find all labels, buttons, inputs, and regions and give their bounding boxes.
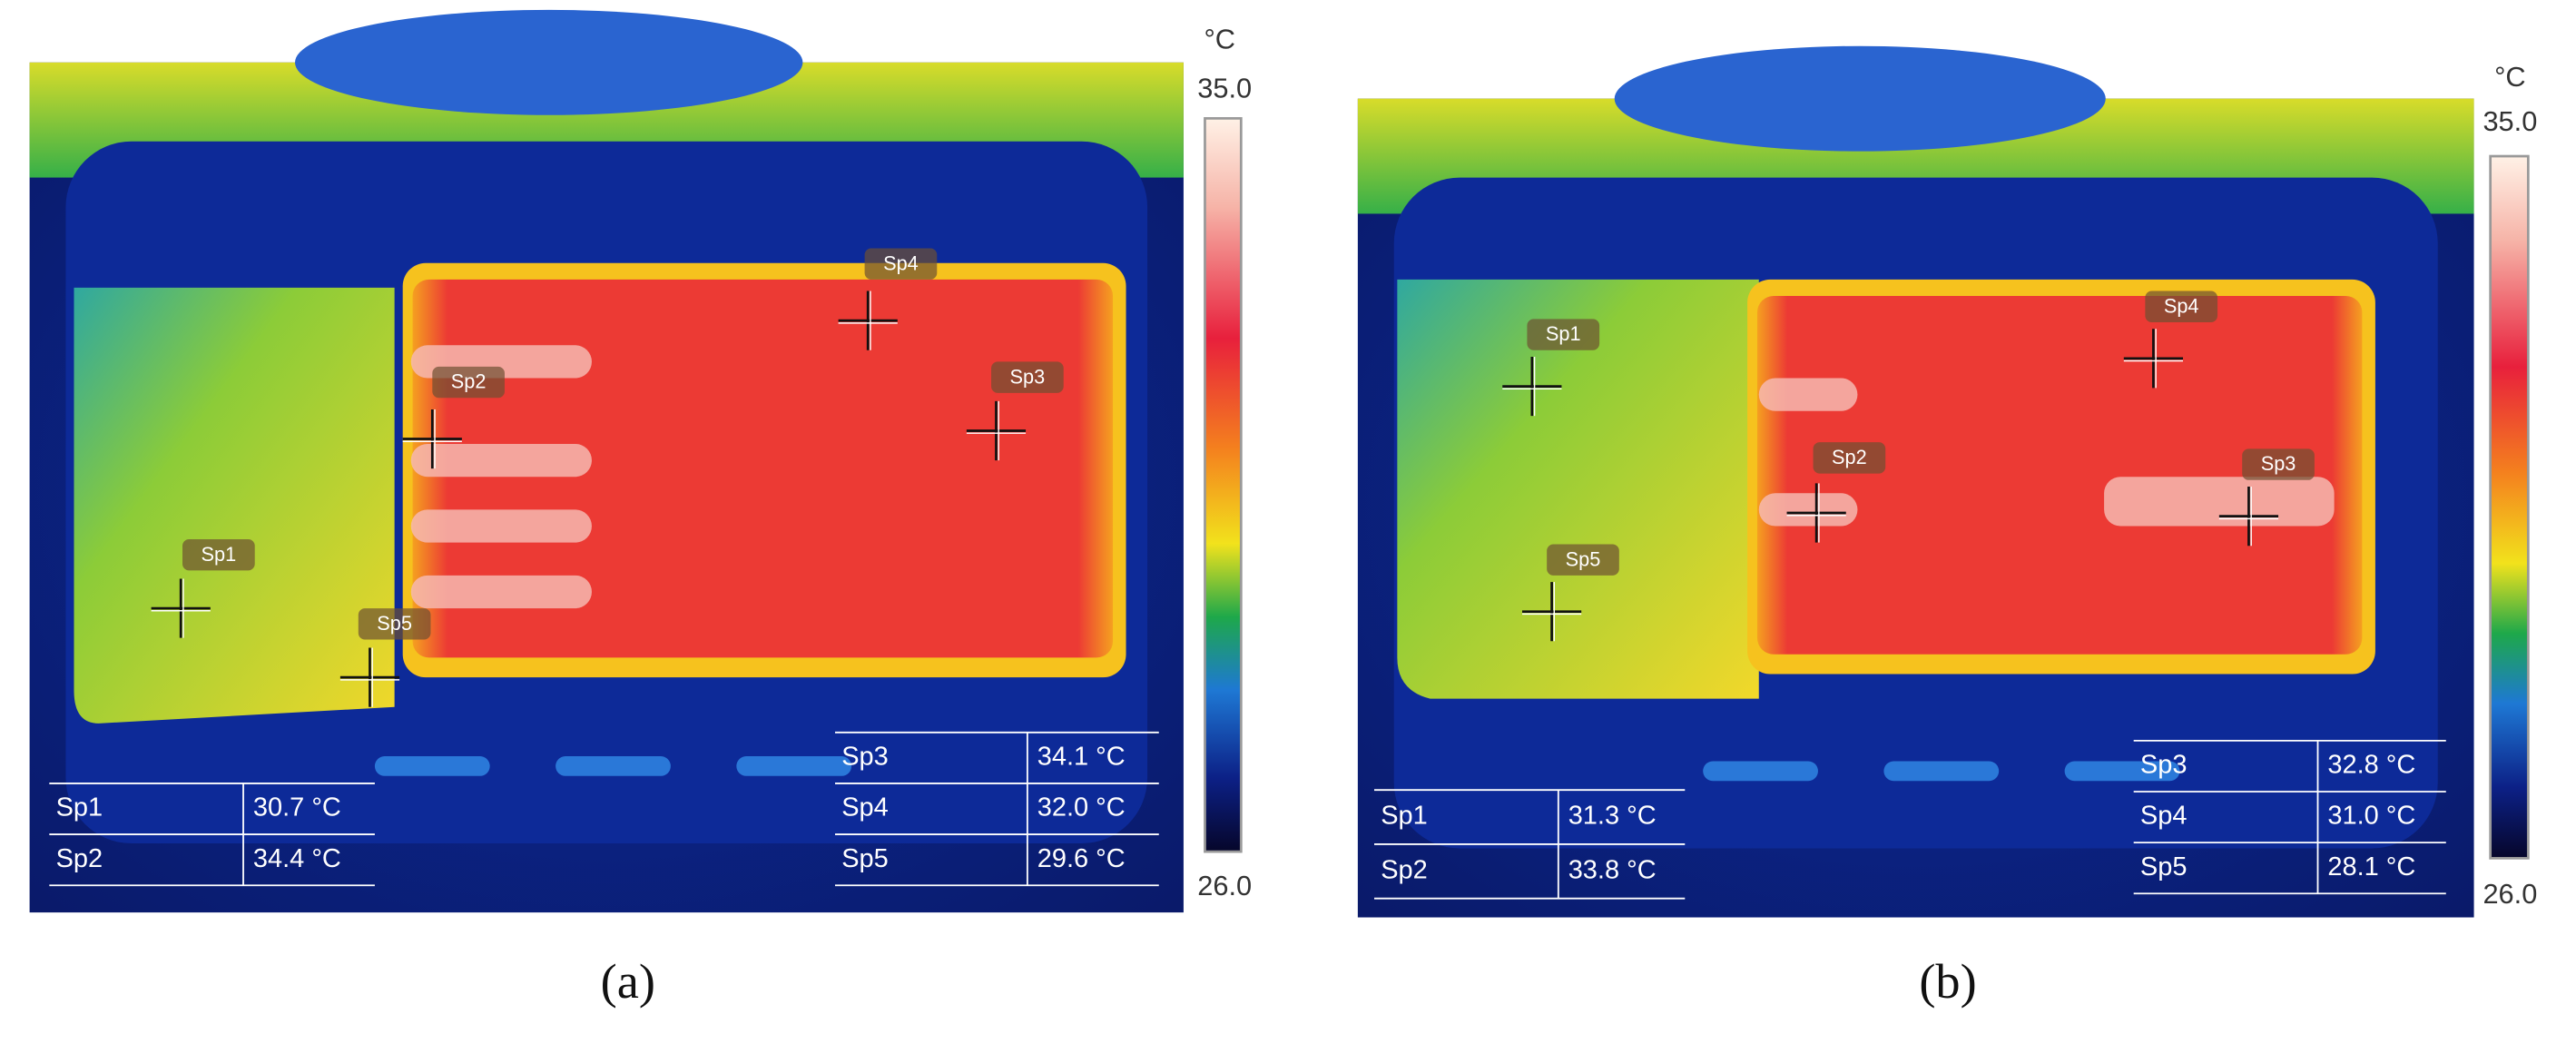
spot-reading: 32.8 °C	[2327, 751, 2415, 780]
hot-stripe	[2104, 477, 2335, 527]
cool-pad	[1883, 761, 2000, 782]
spot-tag	[1547, 544, 1619, 576]
spot-name: Sp3	[841, 743, 889, 772]
hot-stripe	[410, 509, 592, 543]
spot-label: Sp5	[377, 612, 412, 635]
spot-label: Sp2	[451, 370, 487, 393]
scale-max: 35.0	[2483, 105, 2537, 137]
spot-name: Sp4	[841, 793, 889, 822]
spot-label: Sp3	[1010, 365, 1046, 388]
spot-name: Sp2	[56, 844, 103, 873]
spot-tag	[991, 361, 1064, 393]
spot-name: Sp1	[56, 793, 103, 822]
scale-unit: °C	[2494, 61, 2526, 93]
hot-stripe	[1758, 493, 1858, 527]
spot-reading: 30.7 °C	[253, 793, 341, 822]
spot-label: Sp4	[883, 251, 919, 274]
spot-reading: 31.0 °C	[2327, 802, 2415, 831]
spot-name: Sp4	[2140, 802, 2188, 831]
cool-pad	[736, 756, 852, 776]
spot-name: Sp5	[2140, 852, 2188, 881]
cool-pad	[556, 756, 671, 776]
cool-pad	[374, 756, 490, 776]
spot-tag	[358, 608, 431, 640]
scale-min: 26.0	[1197, 870, 1252, 901]
hot-stripe	[1758, 378, 1858, 411]
warm-board-left	[1397, 279, 1759, 699]
scale-min: 26.0	[2483, 878, 2537, 910]
spot-reading: 33.8 °C	[1568, 855, 1657, 884]
spot-tag	[2145, 291, 2218, 322]
color-scale	[2489, 154, 2530, 860]
spot-label: Sp1	[1546, 322, 1581, 345]
thermal-panel: °C 35.0 26.0 (a) Sp1 Sp2 Sp3 Sp4 Sp5 Sp1 30.7 °C Sp…	[29, 9, 1252, 1009]
spot-label: Sp1	[202, 543, 237, 566]
figure-content: °C 35.0 26.0 (a) Sp1 Sp2 Sp3 Sp4 Sp5 Sp1 30.7 °C Sp…	[29, 9, 2537, 1009]
spot-label: Sp4	[2164, 294, 2199, 317]
spot-tag	[1527, 319, 1600, 350]
cool-top-spot	[1614, 45, 2106, 152]
panel-caption: (a)	[601, 954, 655, 1009]
spot-reading: 34.4 °C	[253, 844, 341, 873]
thermal-panel: °C 35.0 26.0 (b) Sp1 Sp2 Sp3 Sp4 Sp5 Sp1 31.3 °C Sp…	[1357, 45, 2537, 1009]
hot-stripe	[410, 443, 592, 478]
color-scale	[1204, 117, 1243, 853]
hot-board-core	[412, 279, 1114, 658]
panel-caption: (b)	[1919, 954, 1976, 1009]
spot-label: Sp5	[1566, 547, 1601, 570]
spot-tag	[432, 366, 505, 399]
spot-tag	[1813, 442, 1886, 474]
spot-label: Sp2	[1832, 446, 1867, 468]
scale-max: 35.0	[1197, 73, 1252, 104]
spot-reading: 29.6 °C	[1037, 844, 1126, 873]
cool-top-spot	[295, 9, 803, 115]
spot-name: Sp1	[1381, 802, 1428, 831]
spot-tag	[864, 248, 938, 280]
warm-board-left	[74, 287, 395, 724]
hot-stripe	[410, 575, 592, 609]
cool-pad	[1703, 761, 1818, 782]
cool-pad	[2064, 761, 2180, 782]
spot-tag	[182, 539, 255, 571]
spot-tag	[2242, 448, 2315, 480]
spot-reading: 31.3 °C	[1568, 802, 1657, 831]
scale-unit: °C	[1204, 23, 1235, 54]
spot-reading: 28.1 °C	[2327, 852, 2415, 881]
spot-name: Sp5	[841, 844, 889, 873]
spot-reading: 34.1 °C	[1037, 743, 1126, 772]
spot-name: Sp3	[2140, 751, 2188, 780]
spot-reading: 32.0 °C	[1037, 793, 1126, 822]
spot-label: Sp3	[2261, 452, 2296, 475]
hot-board-core	[1756, 295, 2363, 655]
spot-name: Sp2	[1381, 855, 1428, 884]
